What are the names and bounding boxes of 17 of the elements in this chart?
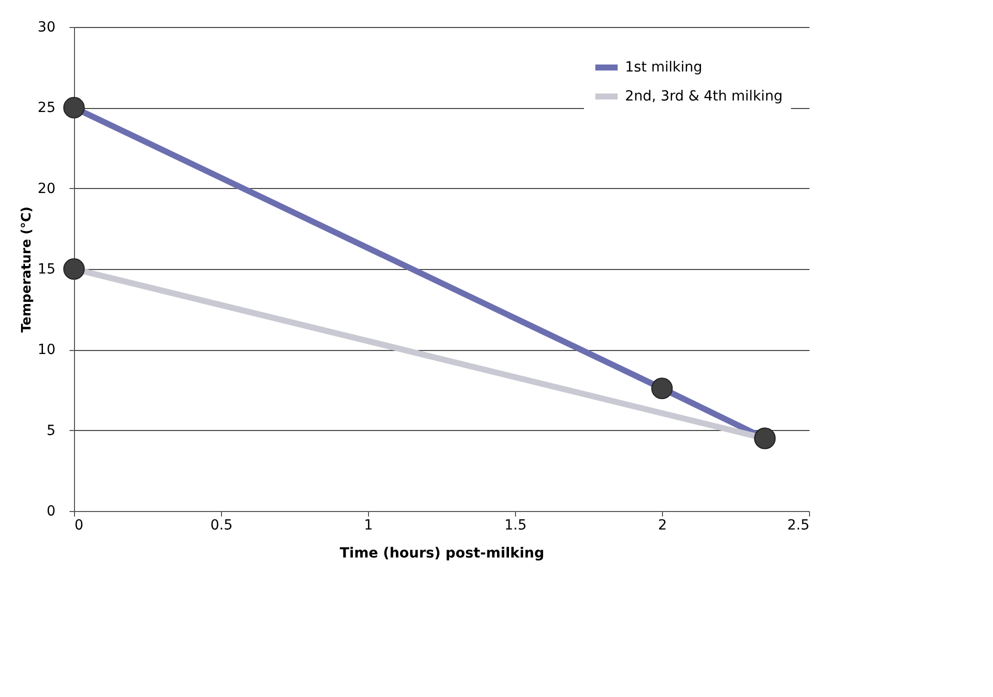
y-axis-title: Temperature (°C) (20, 206, 35, 332)
y-tick-label: 25 (38, 100, 56, 116)
x-tick-label: 2 (658, 518, 667, 534)
x-tick-label: 1 (364, 518, 373, 534)
y-tick-label: 10 (38, 342, 56, 358)
x-axis-title: Time (hours) post-milking (340, 546, 544, 562)
legend-label: 2nd, 3rd & 4th milking (625, 88, 783, 104)
x-tick-label: 1.5 (504, 518, 527, 534)
y-tick-label: 0 (46, 504, 56, 520)
x-tick-label: 2.5 (787, 518, 810, 534)
y-tick-label: 5 (46, 422, 56, 439)
y-tick-label: 30 (38, 20, 56, 36)
x-tick-label: 0.5 (210, 518, 233, 534)
x-tick-label: 0 (74, 518, 84, 534)
legend-label: 1st milking (625, 60, 702, 76)
y-tick-label: 15 (38, 262, 56, 278)
y-tick-label: 20 (38, 180, 56, 197)
